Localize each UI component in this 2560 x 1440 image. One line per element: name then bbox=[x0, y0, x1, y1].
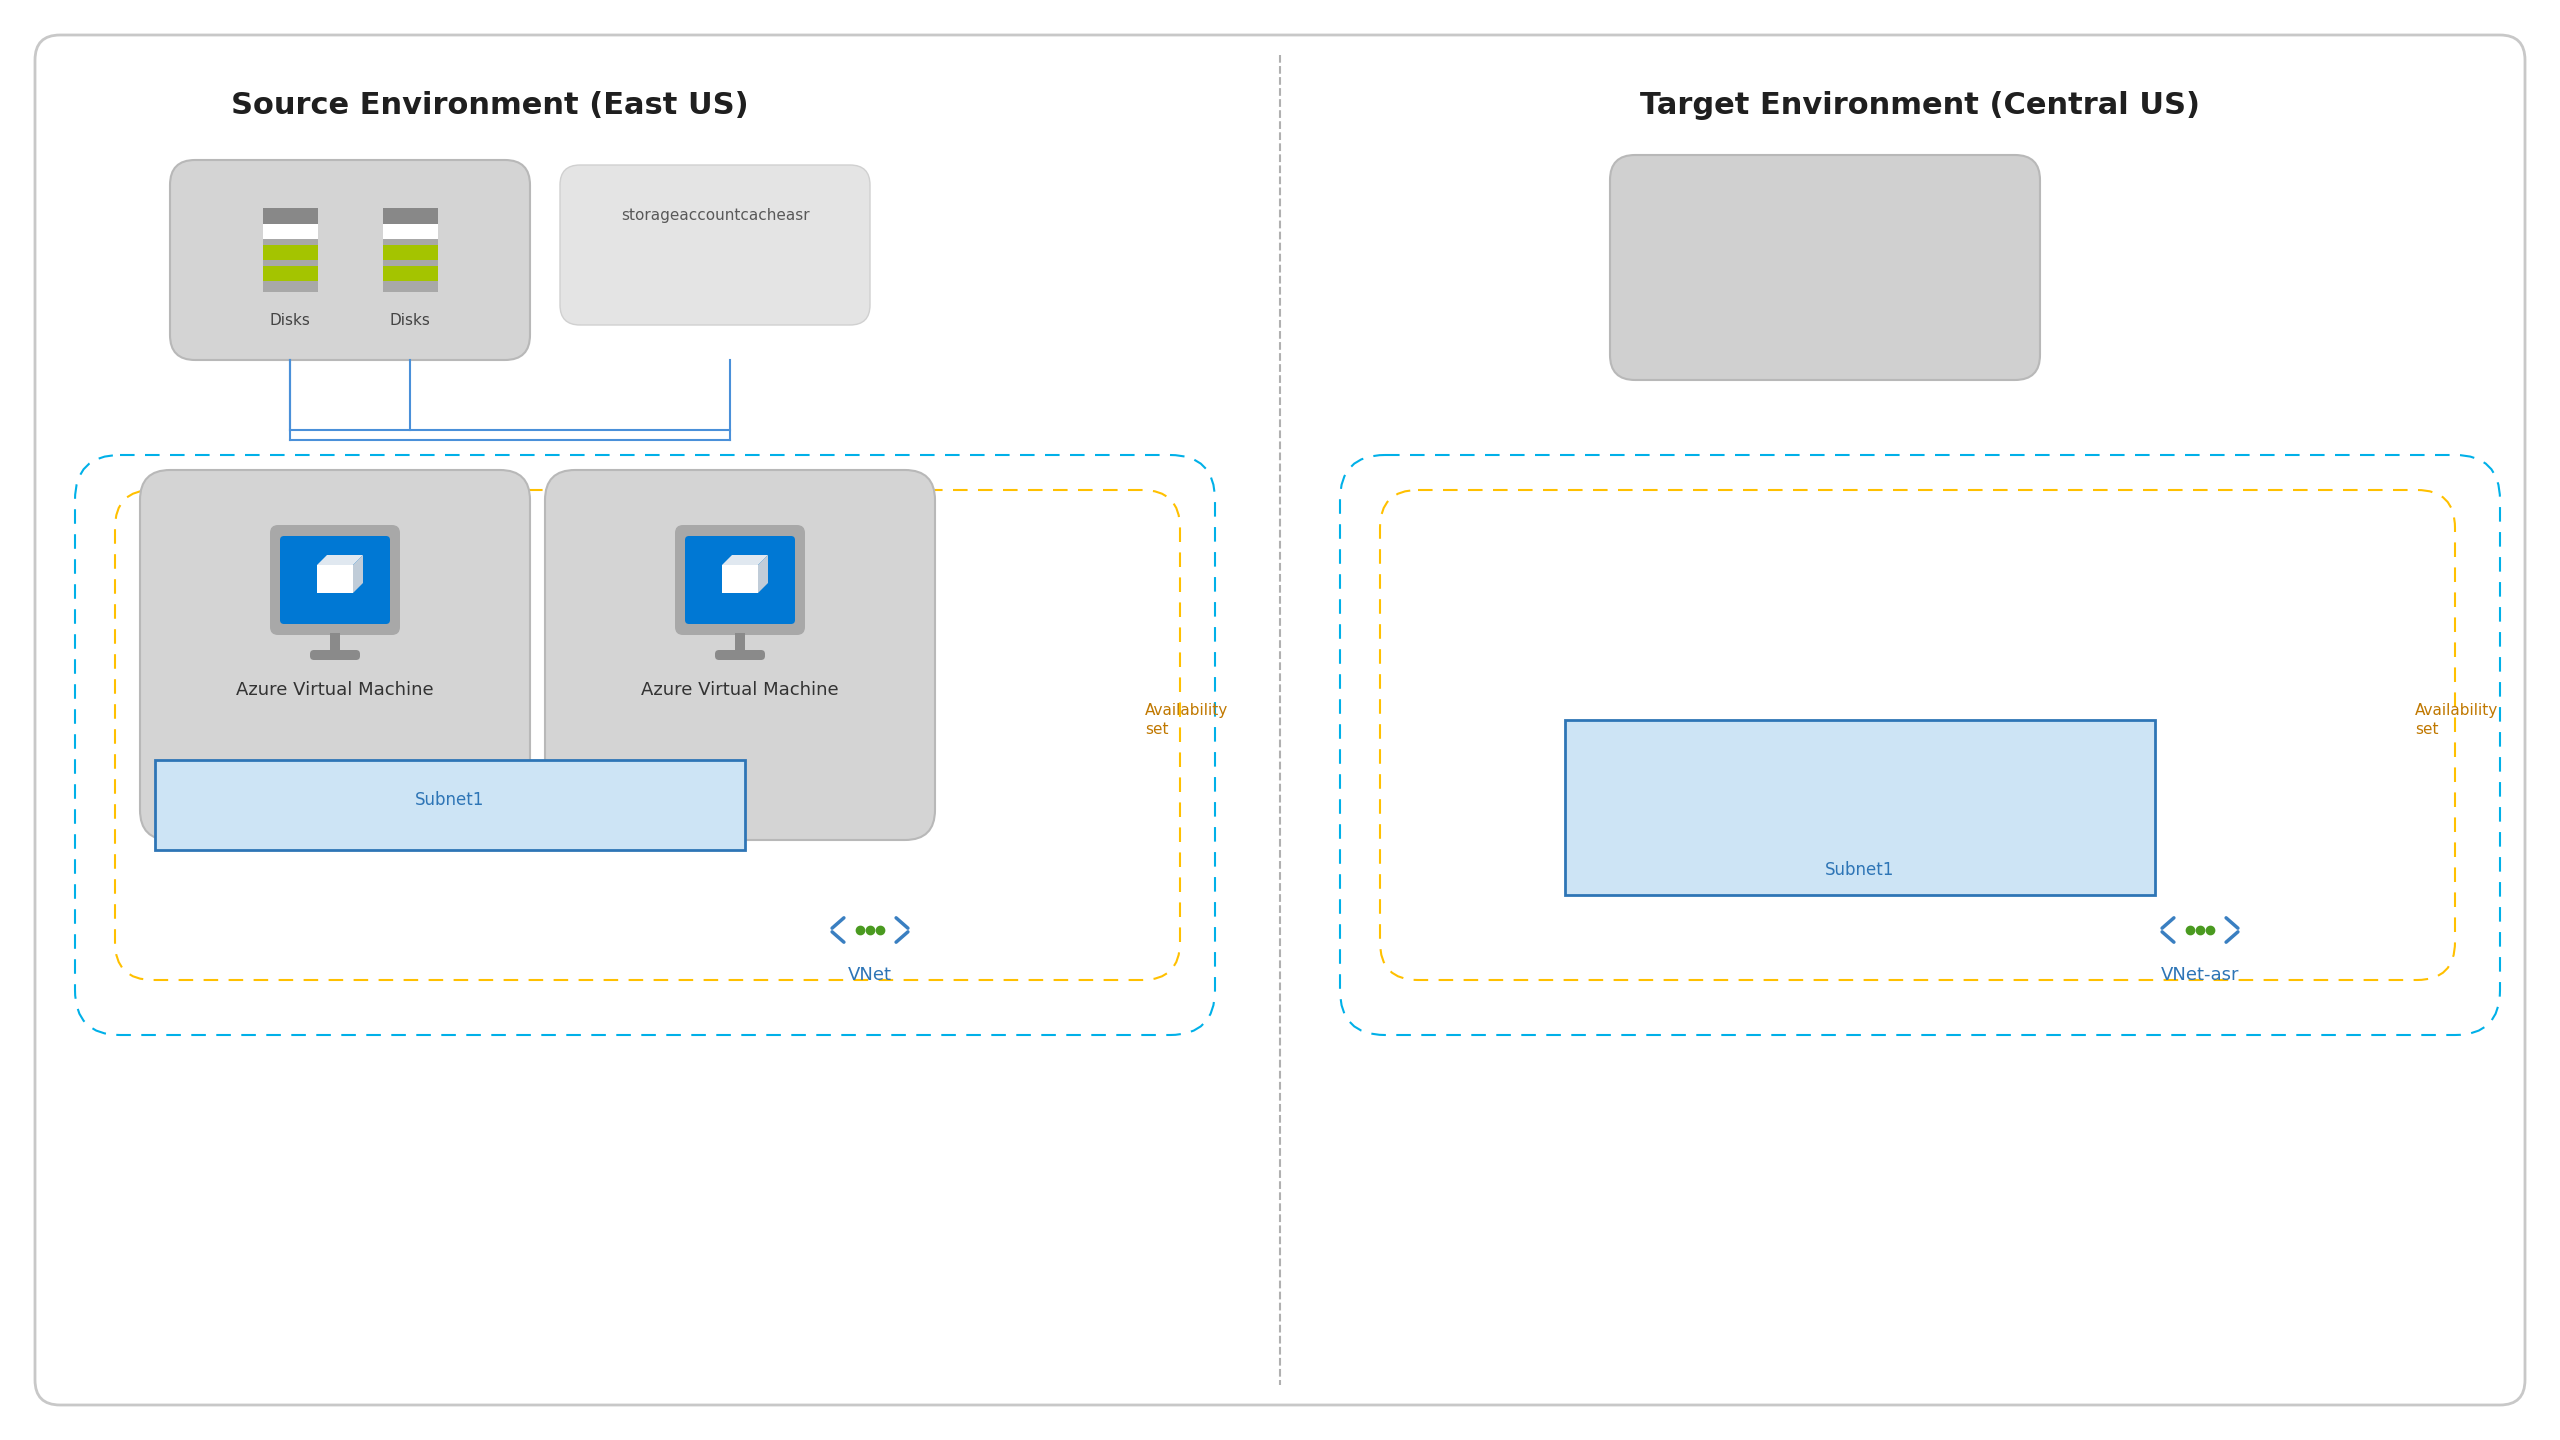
FancyBboxPatch shape bbox=[279, 536, 389, 624]
Text: Availability
set: Availability set bbox=[1144, 703, 1229, 737]
Bar bbox=[156, 760, 745, 850]
Bar bbox=[384, 225, 438, 239]
Bar bbox=[264, 207, 317, 225]
Text: Disks: Disks bbox=[269, 312, 310, 327]
Text: VNet: VNet bbox=[847, 966, 891, 984]
Text: Availability
set: Availability set bbox=[2414, 703, 2499, 737]
Text: Disks: Disks bbox=[389, 312, 430, 327]
Bar bbox=[735, 634, 745, 651]
Text: Target Environment (Central US): Target Environment (Central US) bbox=[1641, 91, 2199, 120]
FancyBboxPatch shape bbox=[714, 649, 765, 660]
Polygon shape bbox=[722, 554, 768, 564]
Text: storageaccountcacheasr: storageaccountcacheasr bbox=[620, 207, 809, 223]
Polygon shape bbox=[722, 564, 758, 593]
FancyBboxPatch shape bbox=[545, 469, 934, 840]
Text: Azure Virtual Machine: Azure Virtual Machine bbox=[236, 681, 433, 698]
Bar bbox=[264, 266, 317, 281]
FancyBboxPatch shape bbox=[269, 526, 399, 635]
FancyBboxPatch shape bbox=[264, 207, 317, 292]
Polygon shape bbox=[353, 554, 364, 593]
FancyBboxPatch shape bbox=[36, 35, 2524, 1405]
FancyBboxPatch shape bbox=[310, 649, 361, 660]
FancyBboxPatch shape bbox=[561, 166, 870, 325]
Bar bbox=[384, 207, 438, 225]
FancyBboxPatch shape bbox=[1610, 156, 2040, 380]
Polygon shape bbox=[317, 554, 364, 564]
Bar bbox=[384, 245, 438, 261]
FancyBboxPatch shape bbox=[141, 469, 530, 840]
Polygon shape bbox=[317, 564, 353, 593]
FancyBboxPatch shape bbox=[169, 160, 530, 360]
Bar bbox=[264, 225, 317, 239]
Text: Subnet1: Subnet1 bbox=[1825, 861, 1894, 878]
Bar bbox=[330, 634, 340, 651]
FancyBboxPatch shape bbox=[686, 536, 796, 624]
Text: Azure Virtual Machine: Azure Virtual Machine bbox=[640, 681, 840, 698]
FancyBboxPatch shape bbox=[384, 207, 438, 292]
Text: Source Environment (East US): Source Environment (East US) bbox=[230, 91, 750, 120]
Bar bbox=[1564, 720, 2156, 896]
Bar bbox=[384, 266, 438, 281]
Polygon shape bbox=[758, 554, 768, 593]
Bar bbox=[264, 245, 317, 261]
Text: VNet-asr: VNet-asr bbox=[2161, 966, 2240, 984]
FancyBboxPatch shape bbox=[676, 526, 804, 635]
Text: Subnet1: Subnet1 bbox=[415, 791, 484, 809]
